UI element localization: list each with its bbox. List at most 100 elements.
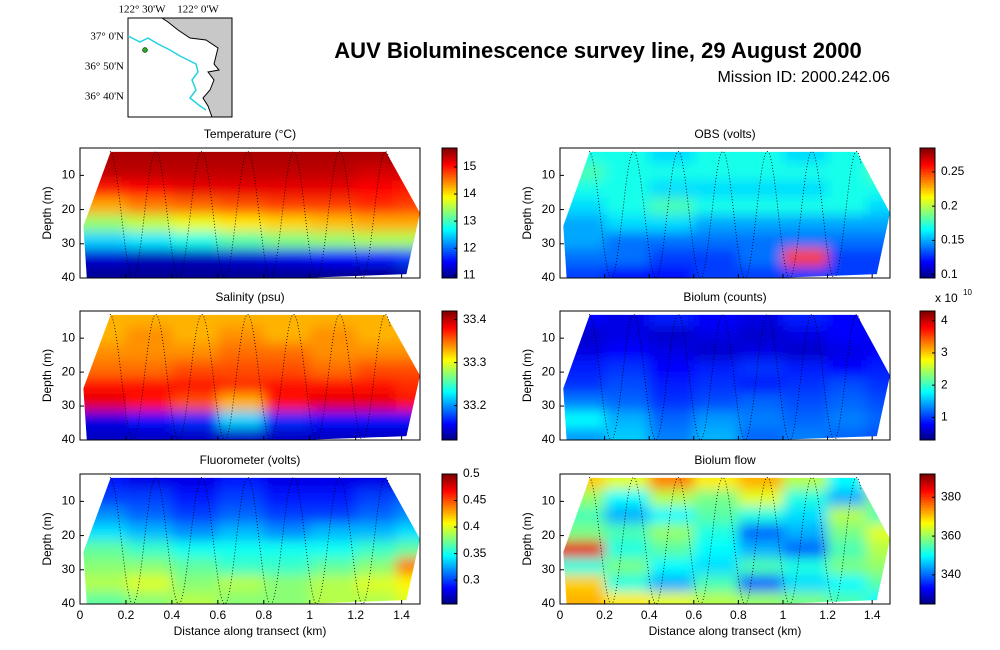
y-tick-label: 40 [542,270,556,284]
colorbar-step [920,313,935,316]
colorbar-step [442,259,457,263]
heat-cell [171,428,219,440]
heat-cell [309,540,357,559]
vehicle-track [109,476,391,605]
colorbar-step [920,229,935,232]
heat-cell [309,197,357,216]
panel-title: Temperature (°C) [204,127,296,141]
colorbar-step [920,325,935,328]
colorbar-step [442,202,457,206]
colorbar-step [442,512,457,516]
colorbar-step [920,331,935,334]
heat-cell [355,248,397,267]
colorbar-step [442,427,457,431]
heat-cell [309,360,357,378]
colorbar-step [920,275,935,279]
colorbar-step [442,480,457,483]
colorbar-step [920,327,935,330]
colorbar-exponent: 10 [963,288,972,297]
colorbar-step [442,429,457,433]
colorbar-step [920,536,935,540]
axes-frame [79,310,421,441]
colorbar-tick-label: 33.3 [463,355,487,369]
heat-cell [563,266,606,278]
colorbar-step [442,204,457,208]
colorbar-step [442,200,457,204]
colorbar-step [442,536,457,540]
y-tick-label: 10 [62,168,76,182]
colorbar-step [442,484,457,487]
heat-cell [309,231,357,250]
heat-cell [125,377,173,395]
colorbar-step [442,555,457,558]
colorbar-step [442,267,457,271]
colorbar-step [920,555,935,558]
colorbar-step [920,255,935,259]
colorbar-step [920,215,935,218]
heat-cell [83,592,127,604]
heat-cell [782,428,829,440]
heat-cell [782,489,829,507]
colorbar-step [920,223,935,226]
heat-cell [263,411,311,429]
x-tick-label: 0 [557,608,564,622]
heat-cell [355,540,397,559]
x-tick-label: 1.4 [864,608,881,622]
colorbar-step [920,180,935,184]
colorbar-step [442,343,457,346]
colorbar-step [920,377,935,381]
colorbar-step [442,539,457,542]
heat-cell [171,506,219,525]
colorbar-step [442,518,457,522]
heat-cell [83,523,127,542]
colorbar-step [920,539,935,542]
heat-cell [649,314,695,327]
heat-cell [738,557,784,576]
colorbar-step [920,339,935,342]
heat-cell [604,163,650,181]
colorbar-step [442,530,457,534]
colorbar-step [920,341,935,344]
heat-cell [563,557,606,576]
colorbar-step [442,247,457,251]
colorbar-step [442,409,457,413]
heat-cell [693,540,739,559]
colorbar-step [442,524,457,528]
colorbar-step [442,182,457,186]
heat-cell [738,477,784,490]
heat-cell [827,180,868,199]
heat-cell [263,163,311,181]
colorbar-step [442,319,457,322]
heat-cell [217,197,265,216]
heat-cell [83,360,127,378]
heat-cell [693,343,739,361]
heat-cell [83,266,127,278]
heat-cell [171,214,219,233]
colorbar: 340 360 380 [919,473,961,605]
colorbar-step [920,231,935,234]
heat-cell [125,266,173,278]
heat-cell [171,557,219,576]
colorbar-step [442,369,457,372]
heat-cell [395,214,421,233]
heat-cell [309,574,357,593]
heat-cell [125,180,173,199]
colorbar-step [442,353,457,356]
colorbar-step [920,500,935,503]
panel: Biolum (counts) 10 20 30 40 Depth (m) 1 2 3 4 x 10… [520,288,972,446]
heat-cell [83,428,127,440]
field-clip [83,477,421,604]
heat-cell [738,540,784,559]
colorbar-step [442,435,457,439]
heat-cell [604,489,650,507]
colorbar-step [442,395,457,399]
heat-cell [309,180,357,199]
panel-title: Biolum flow [694,453,756,467]
heat-cell [309,151,357,164]
heat-cell [563,394,606,412]
colorbar-step [442,164,457,167]
colorbar-step [920,589,935,593]
heat-cell [309,477,357,490]
colorbar-step [442,407,457,411]
colorbar-step [920,243,935,246]
